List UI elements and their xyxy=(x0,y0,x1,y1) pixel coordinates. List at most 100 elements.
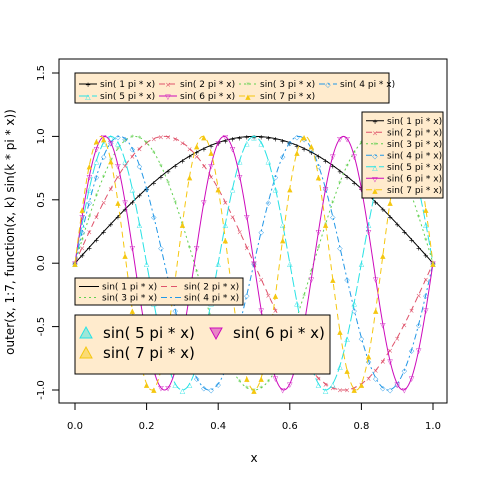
data-point: * xyxy=(88,214,92,222)
legend-label: sin( 7 pi * x) xyxy=(260,92,315,102)
data-point: + xyxy=(165,168,171,176)
data-point: × xyxy=(409,307,415,315)
data-point: × xyxy=(208,173,214,181)
data-point: × xyxy=(380,358,386,366)
data-point: + xyxy=(108,221,114,229)
x-tick-label: 0.4 xyxy=(210,421,226,432)
legend-label: sin( 6 pi * x) xyxy=(233,324,325,342)
data-point: + xyxy=(330,162,336,170)
data-point: * xyxy=(310,268,314,276)
data-point: ▲ xyxy=(108,158,114,166)
x-axis-label: x xyxy=(250,451,257,465)
data-point: + xyxy=(323,158,329,166)
legend-top-right: + sin( 1 pi * x) × sin( 2 pi * x) * sin( 3 pi… xyxy=(361,111,444,199)
data-point: × xyxy=(423,276,429,284)
data-point: ◇ xyxy=(194,375,200,383)
data-point: ▲ xyxy=(251,387,257,395)
data-point: ▽ xyxy=(430,260,436,268)
data-point: + xyxy=(230,136,236,144)
data-point: ◇ xyxy=(94,173,100,181)
data-point: △ xyxy=(130,186,136,194)
series-line xyxy=(74,135,434,391)
legend-symbol: + xyxy=(85,81,91,89)
data-point: △ xyxy=(258,140,264,148)
x-tick-label: 0.6 xyxy=(282,421,298,432)
legend-entry: sin( 3 pi * x) xyxy=(79,294,157,304)
data-point: × xyxy=(194,153,200,161)
data-point: × xyxy=(351,385,357,393)
data-point: ▽ xyxy=(223,134,229,142)
data-point: △ xyxy=(94,158,100,166)
data-point: ◇ xyxy=(416,321,422,329)
data-point: + xyxy=(194,149,200,157)
data-point: ◇ xyxy=(387,387,393,395)
data-point: + xyxy=(273,136,279,144)
legend-bottom-left: sin( 5 pi * x) sin( 6 pi * x) sin( 7 pi * … xyxy=(74,314,331,375)
legend-label: sin( 1 pi * x) xyxy=(102,283,157,293)
legend-label: sin( 7 pi * x) xyxy=(387,186,442,196)
data-point: ▽ xyxy=(72,260,78,268)
data-point: △ xyxy=(137,221,143,229)
data-point: ▲ xyxy=(352,386,358,394)
data-point: × xyxy=(316,375,322,383)
data-point: × xyxy=(79,244,85,252)
data-point: × xyxy=(187,145,193,153)
data-point: + xyxy=(187,153,193,161)
data-point: △ xyxy=(337,363,343,371)
legend-entry: sin( 4 pi * x) xyxy=(161,294,239,304)
legend-entry: + sin( 1 pi * x) xyxy=(366,117,442,127)
legend-label: sin( 2 pi * x) xyxy=(184,283,239,293)
legend-symbol xyxy=(79,345,93,359)
data-point: + xyxy=(237,134,243,142)
legend-entry: ▽ sin( 6 pi * x) xyxy=(366,174,442,184)
data-point: ◇ xyxy=(72,260,78,268)
data-point: △ xyxy=(122,158,128,166)
data-point: * xyxy=(95,192,99,200)
data-point: × xyxy=(387,347,393,355)
data-point: ◇ xyxy=(273,173,279,181)
legend-label: sin( 4 pi * x) xyxy=(387,151,442,161)
data-point: ▽ xyxy=(115,162,121,170)
legend-symbol: × xyxy=(165,81,171,89)
data-point: ◇ xyxy=(216,381,222,389)
data-point: ▽ xyxy=(216,140,222,148)
data-point: * xyxy=(302,292,306,300)
legend-entry: sin( 6 pi * x) xyxy=(209,324,325,342)
legend-label: sin( 6 pi * x) xyxy=(387,174,442,184)
data-point: ▽ xyxy=(416,347,422,355)
data-point: △ xyxy=(287,260,293,268)
data-point: ◇ xyxy=(79,229,85,237)
data-point: ◇ xyxy=(144,186,150,194)
data-point: △ xyxy=(359,260,365,268)
data-point: * xyxy=(188,244,192,252)
data-point: + xyxy=(151,179,157,187)
data-point: ▽ xyxy=(87,173,93,181)
data-point: + xyxy=(201,145,207,153)
data-point: △ xyxy=(251,133,257,141)
data-point: ◇ xyxy=(87,199,93,207)
data-point: △ xyxy=(316,381,322,389)
data-point: * xyxy=(195,268,199,276)
data-point: * xyxy=(152,149,156,157)
legend-entry: △ sin( 5 pi * x) xyxy=(366,163,442,173)
data-point: △ xyxy=(330,381,336,389)
data-point: + xyxy=(129,199,135,207)
data-point: △ xyxy=(423,221,429,229)
data-point: ▲ xyxy=(273,292,279,300)
data-point: ▽ xyxy=(194,244,200,252)
data-point: × xyxy=(144,140,150,148)
data-point: + xyxy=(387,214,393,222)
data-point: ▲ xyxy=(180,221,186,229)
data-point: + xyxy=(258,134,264,142)
data-point: ◇ xyxy=(151,214,157,222)
data-point: + xyxy=(179,158,185,166)
y-tick-label: 0.5 xyxy=(36,192,47,208)
data-point: ◇ xyxy=(380,385,386,393)
data-point: ▲ xyxy=(430,260,436,268)
data-point: × xyxy=(237,229,243,237)
data-point: × xyxy=(151,136,157,144)
data-point: + xyxy=(280,137,286,145)
legend-entry: △ sin( 5 pi * x) xyxy=(79,92,155,102)
data-point: ◇ xyxy=(280,153,286,161)
